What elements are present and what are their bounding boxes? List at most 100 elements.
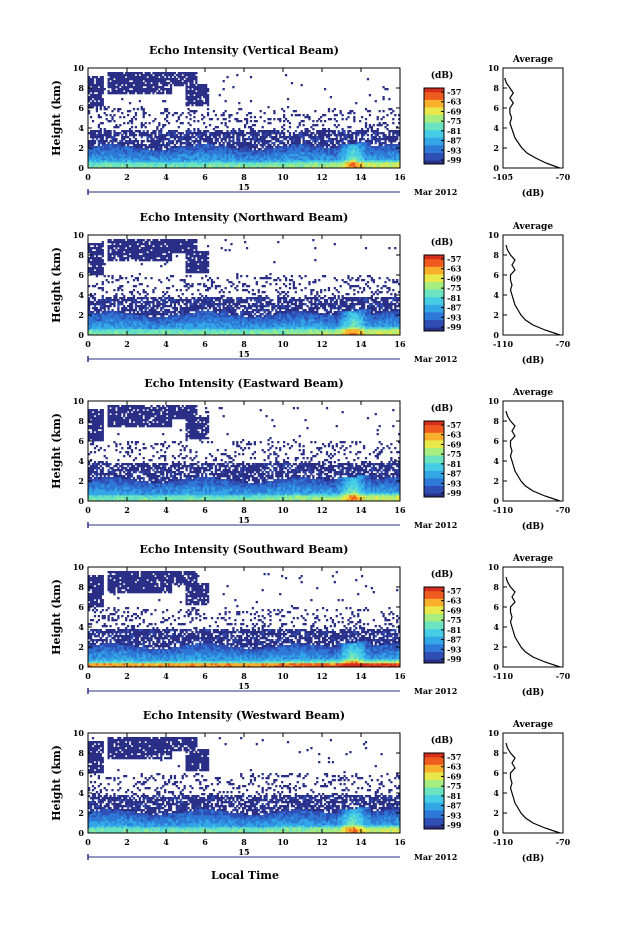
heatmap-cell bbox=[242, 130, 245, 133]
heatmap-cell bbox=[288, 162, 292, 165]
heatmap-cell bbox=[113, 80, 116, 83]
heatmap-cell bbox=[247, 146, 251, 149]
heatmap-cell bbox=[388, 152, 391, 155]
heatmap-cell bbox=[273, 164, 276, 167]
heatmap-cell bbox=[125, 132, 128, 135]
heatmap-cell bbox=[150, 301, 153, 304]
heatmap-cell bbox=[234, 158, 237, 161]
heatmap-cell bbox=[316, 148, 319, 151]
heatmap-cell bbox=[242, 162, 245, 165]
heatmap-cell bbox=[271, 138, 274, 141]
heatmap-cell bbox=[359, 158, 362, 161]
heatmap-cell bbox=[146, 80, 149, 83]
heatmap-cell bbox=[117, 158, 120, 161]
heatmap-cell bbox=[263, 150, 266, 153]
heatmap-cell bbox=[366, 162, 370, 165]
heatmap-cell bbox=[144, 249, 147, 252]
heatmap-cell bbox=[152, 140, 155, 143]
heatmap-cell bbox=[304, 146, 307, 149]
heatmap-cell bbox=[230, 162, 233, 165]
heatmap-cell bbox=[128, 158, 132, 161]
heatmap-cell bbox=[265, 160, 268, 163]
heatmap-cell bbox=[290, 146, 294, 149]
heatmap-cell bbox=[160, 74, 163, 77]
heatmap-cell bbox=[109, 148, 112, 151]
heatmap-cell bbox=[222, 112, 225, 115]
heatmap-cell bbox=[197, 104, 200, 107]
heatmap-cell bbox=[206, 148, 210, 151]
heatmap-cell bbox=[281, 162, 284, 165]
heatmap-cell bbox=[187, 138, 190, 141]
heatmap-cell bbox=[105, 160, 108, 163]
heatmap-cell bbox=[296, 158, 299, 161]
heatmap-cell bbox=[156, 160, 159, 163]
heatmap-cell bbox=[91, 166, 95, 169]
heatmap-cell bbox=[115, 152, 118, 155]
heatmap-cell bbox=[144, 255, 147, 258]
heatmap-cell bbox=[146, 132, 149, 135]
heatmap-cell bbox=[300, 134, 303, 137]
heatmap-cell bbox=[253, 162, 256, 165]
heatmap-cell bbox=[169, 317, 173, 320]
heatmap-cell bbox=[222, 144, 225, 147]
heatmap-cell bbox=[320, 116, 323, 119]
heatmap-cell bbox=[93, 158, 97, 161]
heatmap-cell bbox=[89, 116, 93, 119]
heatmap-cell bbox=[212, 164, 216, 167]
heatmap-cell bbox=[156, 311, 159, 314]
heatmap-cell bbox=[138, 100, 141, 103]
heatmap-cell bbox=[175, 80, 178, 83]
heatmap-cell bbox=[127, 156, 130, 159]
heatmap-cell bbox=[251, 144, 255, 147]
heatmap-cell bbox=[347, 136, 350, 139]
heatmap-cell bbox=[119, 124, 122, 127]
heatmap-cell bbox=[111, 138, 114, 141]
heatmap-cell bbox=[347, 132, 350, 135]
heatmap-cell bbox=[113, 144, 116, 147]
heatmap-cell bbox=[162, 311, 165, 314]
heatmap-cell bbox=[127, 305, 130, 308]
heatmap-cell bbox=[189, 114, 192, 117]
heatmap-cell bbox=[191, 132, 194, 135]
heatmap-cell bbox=[150, 327, 153, 330]
heatmap-cell bbox=[261, 166, 264, 169]
heatmap-cell bbox=[128, 305, 132, 308]
heatmap-cell bbox=[214, 140, 217, 143]
heatmap-cell bbox=[95, 166, 99, 169]
heatmap-cell bbox=[372, 156, 375, 159]
heatmap-cell bbox=[364, 150, 368, 153]
heatmap-cell bbox=[378, 124, 381, 127]
heatmap-cell bbox=[91, 144, 95, 147]
heatmap-cell bbox=[154, 241, 157, 244]
heatmap-cell bbox=[308, 116, 311, 119]
heatmap-cell bbox=[121, 293, 124, 296]
heatmap-cell bbox=[380, 118, 383, 121]
heatmap-cell bbox=[288, 154, 292, 157]
heatmap-cell bbox=[378, 138, 381, 141]
heatmap-cell bbox=[193, 162, 196, 165]
heatmap-cell bbox=[355, 154, 358, 157]
heatmap-cell bbox=[220, 132, 223, 135]
heatmap-cell bbox=[191, 90, 194, 93]
heatmap-cell bbox=[125, 86, 128, 89]
heatmap-cell bbox=[150, 152, 153, 155]
heatmap-cell bbox=[388, 98, 391, 101]
heatmap-cell bbox=[164, 313, 167, 316]
heatmap-cell bbox=[257, 148, 260, 151]
heatmap-cell bbox=[156, 325, 159, 328]
heatmap-cell bbox=[103, 303, 106, 306]
heatmap-cell bbox=[97, 251, 100, 254]
heatmap-cell bbox=[374, 162, 377, 165]
heatmap-cell bbox=[91, 261, 95, 264]
heatmap-cell bbox=[117, 253, 120, 256]
heatmap-cell bbox=[93, 315, 97, 318]
heatmap-cell bbox=[343, 166, 346, 169]
heatmap-cell bbox=[160, 150, 163, 153]
heatmap-cell bbox=[123, 84, 126, 87]
heatmap-cell bbox=[218, 152, 221, 155]
heatmap-cell bbox=[394, 136, 397, 139]
heatmap-cell bbox=[230, 140, 233, 143]
heatmap-cell bbox=[115, 321, 118, 324]
heatmap-cell bbox=[242, 144, 245, 147]
heatmap-cell bbox=[154, 76, 157, 79]
